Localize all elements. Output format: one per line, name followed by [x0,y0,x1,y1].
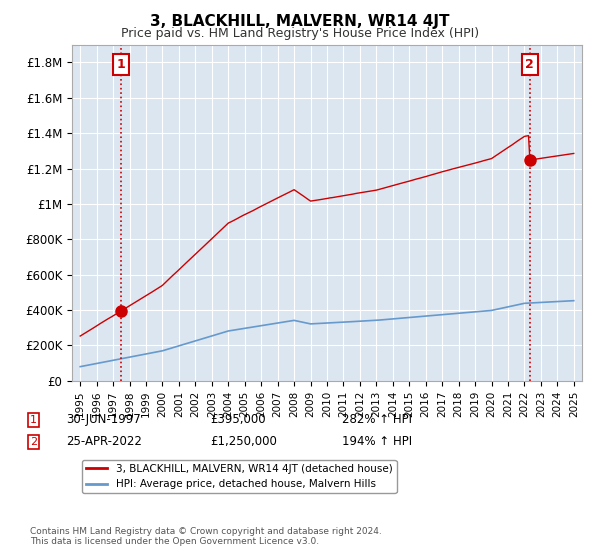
Text: 30-JUN-1997: 30-JUN-1997 [66,413,141,426]
Text: 1: 1 [117,58,126,71]
Text: 1: 1 [30,415,37,425]
Text: 3, BLACKHILL, MALVERN, WR14 4JT: 3, BLACKHILL, MALVERN, WR14 4JT [150,14,450,29]
Text: £1,250,000: £1,250,000 [210,435,277,448]
Text: 25-APR-2022: 25-APR-2022 [66,435,142,448]
Text: Contains HM Land Registry data © Crown copyright and database right 2024.
This d: Contains HM Land Registry data © Crown c… [30,526,382,546]
Text: 2: 2 [30,437,37,447]
Text: 2: 2 [526,58,534,71]
Text: £395,000: £395,000 [210,413,266,426]
Legend: 3, BLACKHILL, MALVERN, WR14 4JT (detached house), HPI: Average price, detached h: 3, BLACKHILL, MALVERN, WR14 4JT (detache… [82,460,397,493]
Text: 282% ↑ HPI: 282% ↑ HPI [342,413,412,426]
Text: Price paid vs. HM Land Registry's House Price Index (HPI): Price paid vs. HM Land Registry's House … [121,27,479,40]
Text: 194% ↑ HPI: 194% ↑ HPI [342,435,412,448]
